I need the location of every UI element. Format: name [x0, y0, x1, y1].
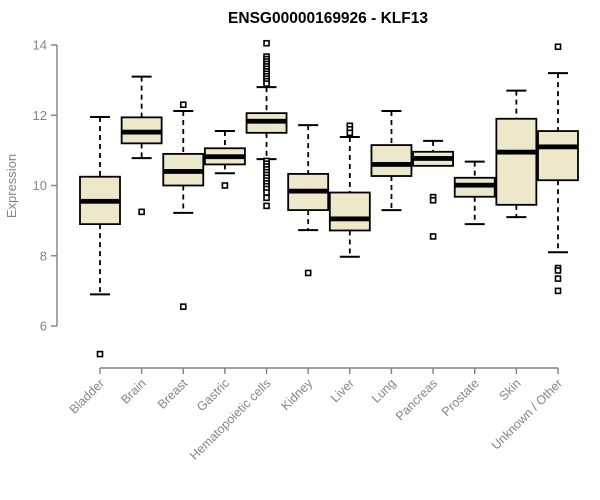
chart-title: ENSG00000169926 - KLF13: [228, 10, 428, 27]
outlier-point: [554, 275, 562, 282]
outlier-point: [263, 202, 270, 210]
iqr-box: [328, 191, 371, 232]
box-brain: [120, 75, 163, 216]
outlier-point: [179, 101, 187, 109]
x-tick-label-liver: Liver: [328, 376, 357, 405]
box-series: [79, 39, 579, 358]
median-line: [246, 118, 287, 124]
outlier-point: [96, 350, 104, 358]
x-tick-label-brain: Brain: [118, 376, 149, 407]
median-line: [329, 216, 370, 222]
median-line: [371, 162, 412, 167]
outlier-point: [263, 189, 270, 196]
outlier-point: [429, 233, 437, 240]
y-tick-label: 6: [40, 319, 47, 334]
iqr-box: [537, 130, 579, 182]
outlier-point: [304, 269, 312, 277]
x-tick-label-pancreas: Pancreas: [393, 376, 440, 423]
median-line: [413, 156, 454, 161]
outlier-point: [346, 129, 354, 137]
box-kidney: [287, 124, 330, 277]
box-lung: [370, 110, 413, 212]
outlier-point: [179, 303, 187, 310]
outlier-point: [221, 182, 229, 189]
outlier-point: [263, 80, 270, 87]
outlier-point: [554, 287, 562, 295]
outlier-point: [263, 194, 270, 202]
x-tick-label-hematopoietic-cells: Hematopoietic cells: [187, 376, 274, 463]
median-line: [496, 149, 537, 155]
box-gastric: [204, 130, 246, 189]
y-tick-label: 12: [33, 108, 47, 123]
outlier-point: [554, 43, 562, 51]
x-tick-label-bladder: Bladder: [67, 376, 107, 416]
box-skin: [495, 89, 538, 219]
iqr-box: [495, 117, 538, 206]
median-line: [288, 188, 329, 194]
box-hematopoietic-cells: [245, 39, 288, 210]
x-tick-label-lung: Lung: [369, 376, 399, 406]
x-tick-label-skin: Skin: [496, 376, 523, 403]
outlier-point: [554, 267, 562, 274]
axes: 6 8 10 12 14 Bladder Brain Breast GastricHematop…: [33, 38, 566, 463]
outlier-point: [263, 39, 270, 47]
y-tick-label: 14: [33, 38, 47, 53]
median-line: [163, 169, 204, 174]
outlier-point: [429, 196, 437, 204]
median-line: [454, 182, 495, 188]
x-tick-label-unknown-other: Unknown / Other: [489, 376, 565, 452]
y-tick-label: 8: [40, 248, 47, 263]
x-tick-label-gastric: Gastric: [194, 376, 232, 414]
y-axis-label: Expression: [4, 154, 19, 218]
box-liver: [328, 122, 371, 258]
iqr-box: [370, 144, 413, 177]
median-line: [80, 198, 120, 204]
box-prostate: [453, 160, 496, 226]
box-breast: [162, 101, 205, 310]
median-line: [204, 154, 245, 160]
median-line: [121, 129, 162, 135]
box-unknown-other: [537, 43, 579, 295]
y-tick-label: 10: [33, 178, 47, 193]
box-pancreas: [412, 139, 454, 240]
outlier-point: [138, 208, 145, 216]
x-tick-label-breast: Breast: [155, 376, 191, 412]
median-line: [538, 144, 578, 150]
x-tick-label-prostate: Prostate: [439, 376, 482, 419]
x-tick-label-kidney: Kidney: [278, 376, 315, 413]
box-bladder: [79, 116, 121, 358]
